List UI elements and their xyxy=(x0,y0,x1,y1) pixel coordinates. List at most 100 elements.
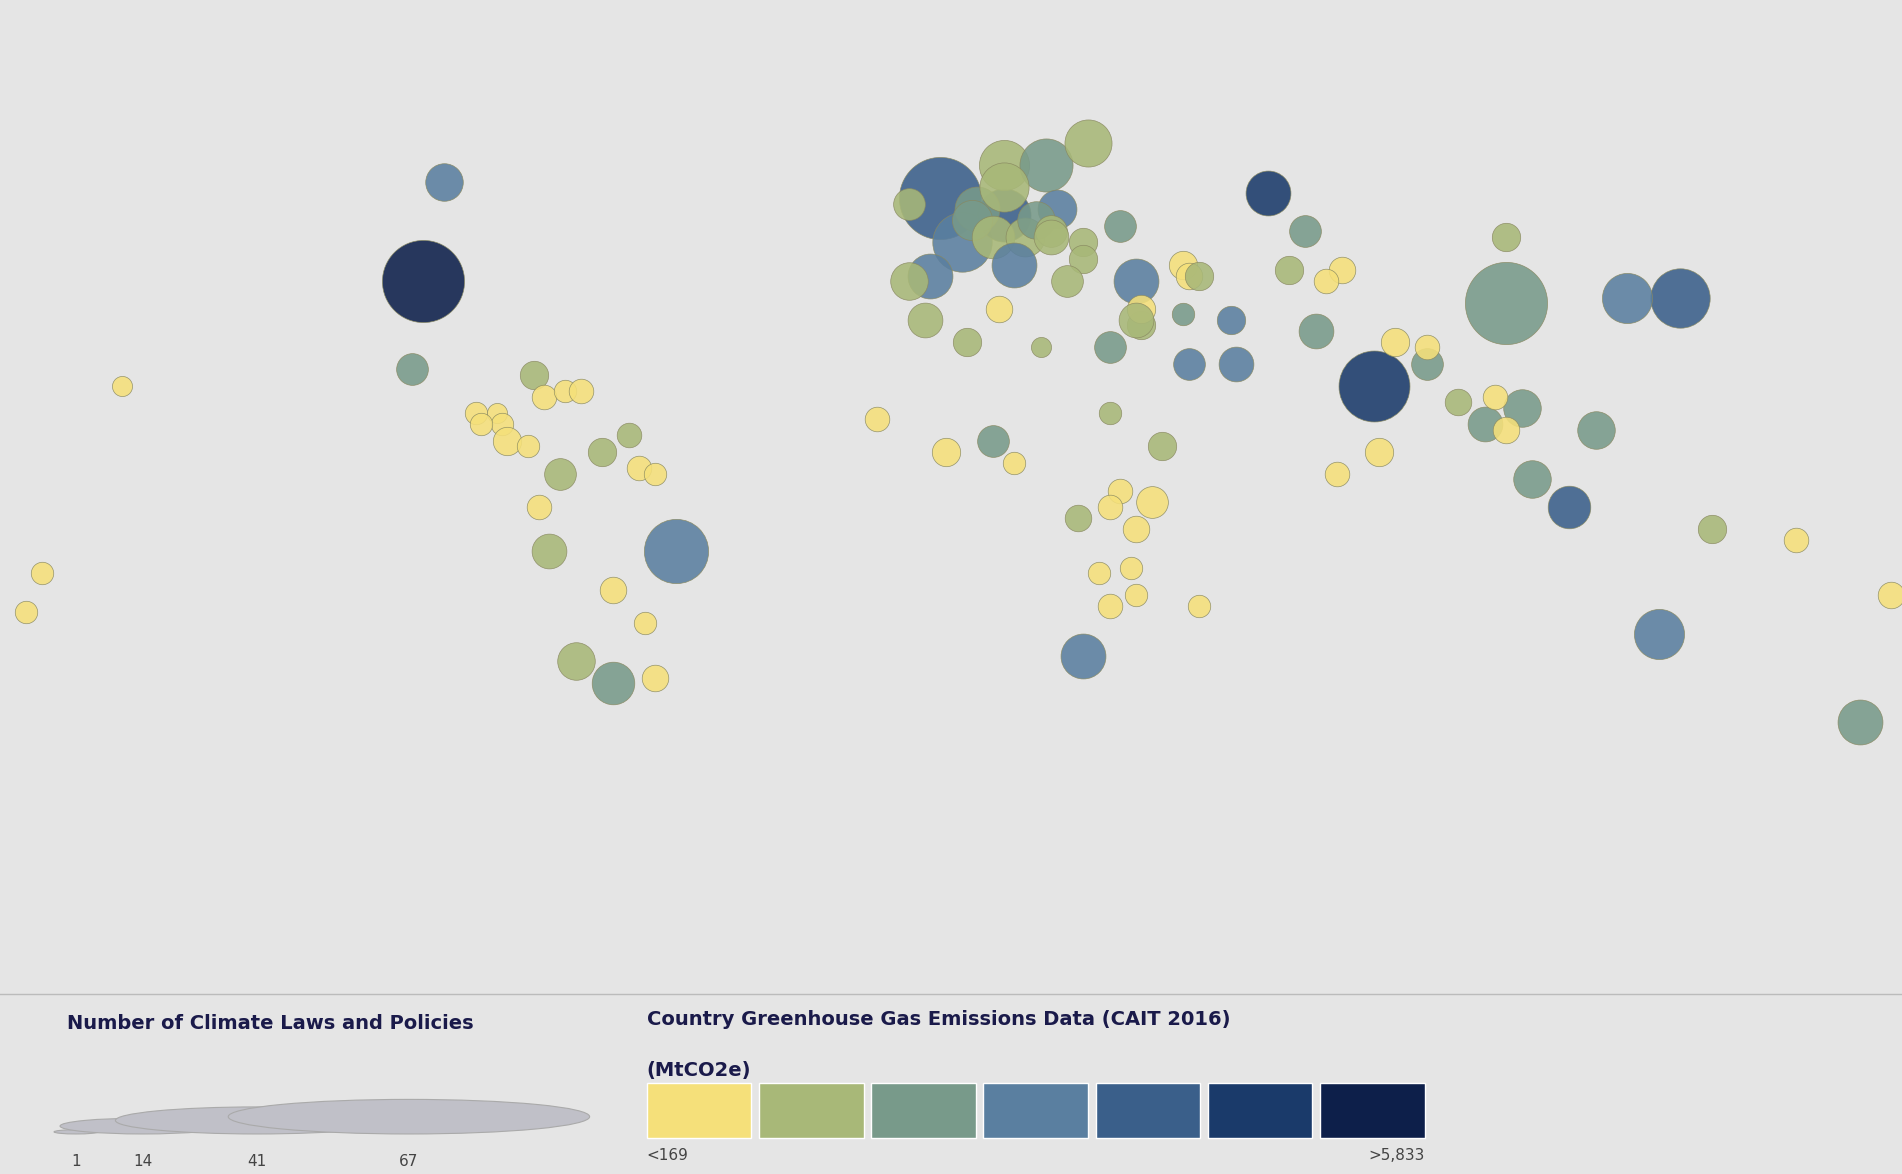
Point xyxy=(1168,255,1198,274)
Bar xyxy=(1320,1082,1425,1138)
Point xyxy=(978,432,1008,451)
Point xyxy=(989,205,1019,224)
Point xyxy=(1444,393,1474,412)
Point xyxy=(1506,398,1537,417)
Circle shape xyxy=(116,1107,398,1134)
Circle shape xyxy=(53,1129,99,1134)
Point xyxy=(999,255,1029,274)
Point xyxy=(1613,288,1643,306)
Point xyxy=(1174,355,1204,373)
Text: Country Greenhouse Gas Emissions Data (CAIT 2016): Country Greenhouse Gas Emissions Data (C… xyxy=(647,1010,1231,1030)
Point xyxy=(999,453,1029,472)
Point xyxy=(862,410,892,429)
Text: 1: 1 xyxy=(70,1154,82,1168)
Point xyxy=(1411,355,1442,373)
Point xyxy=(1875,586,1902,605)
Point xyxy=(567,382,597,400)
Point xyxy=(915,266,945,285)
Point xyxy=(1067,647,1097,666)
Point xyxy=(1310,271,1341,290)
Point xyxy=(989,156,1019,175)
Point xyxy=(930,443,961,461)
Point xyxy=(1120,271,1151,290)
Point xyxy=(493,432,523,451)
Point xyxy=(1491,294,1522,312)
Point xyxy=(1094,404,1124,423)
Point xyxy=(550,382,580,400)
Point xyxy=(1031,156,1061,175)
Point xyxy=(909,310,940,329)
Point xyxy=(1120,520,1151,539)
Point xyxy=(1290,222,1320,241)
Point xyxy=(957,211,987,230)
Point xyxy=(588,443,618,461)
Point xyxy=(1042,200,1073,218)
Point xyxy=(1120,586,1151,605)
Point xyxy=(1126,299,1156,318)
Point xyxy=(894,195,924,214)
Point xyxy=(1364,443,1394,461)
Point xyxy=(983,299,1014,318)
Point xyxy=(1845,713,1875,731)
Point xyxy=(1221,355,1252,373)
Point xyxy=(1105,216,1135,235)
Point xyxy=(1664,288,1695,306)
Point xyxy=(1581,420,1611,439)
Point xyxy=(1137,492,1168,511)
Point xyxy=(107,377,137,396)
Point xyxy=(398,360,428,379)
Point xyxy=(1274,261,1305,279)
Point xyxy=(466,414,496,433)
Text: <169: <169 xyxy=(647,1148,689,1163)
Point xyxy=(460,404,491,423)
Point xyxy=(639,465,670,484)
Bar xyxy=(1208,1082,1312,1138)
Point xyxy=(514,437,544,456)
Circle shape xyxy=(228,1099,590,1134)
Point xyxy=(1301,322,1331,340)
Point xyxy=(1037,228,1067,247)
Point xyxy=(1010,228,1040,247)
Point xyxy=(1094,338,1124,357)
Point xyxy=(624,459,654,478)
Point xyxy=(1067,250,1097,269)
Point xyxy=(662,541,692,560)
Point xyxy=(1094,498,1124,517)
Point xyxy=(428,173,458,191)
Point xyxy=(1328,261,1358,279)
Point xyxy=(1073,134,1103,153)
Point xyxy=(1215,310,1246,329)
Point xyxy=(978,228,1008,247)
Point xyxy=(630,613,660,632)
Point xyxy=(1052,271,1082,290)
Point xyxy=(544,465,574,484)
Point xyxy=(1554,498,1584,517)
Point xyxy=(989,178,1019,197)
Point xyxy=(1094,596,1124,615)
Point xyxy=(1322,465,1352,484)
Point xyxy=(561,652,592,670)
Point xyxy=(1780,531,1811,549)
Point xyxy=(1174,266,1204,285)
Point xyxy=(1185,266,1215,285)
Point xyxy=(1084,564,1115,582)
Point xyxy=(1037,222,1067,241)
Point xyxy=(1358,377,1388,396)
Point xyxy=(924,189,955,208)
Point xyxy=(597,580,628,599)
Point xyxy=(481,404,512,423)
Point xyxy=(639,668,670,687)
Point xyxy=(407,271,437,290)
Point xyxy=(519,365,550,384)
Point xyxy=(529,387,559,406)
Point xyxy=(1697,520,1727,539)
Point xyxy=(1105,481,1135,500)
Point xyxy=(534,541,565,560)
Bar xyxy=(983,1082,1088,1138)
Point xyxy=(1480,387,1510,406)
Point xyxy=(11,602,42,621)
Point xyxy=(487,414,517,433)
Point xyxy=(1067,234,1097,252)
Point xyxy=(1470,414,1501,433)
Text: (MtCO2e): (MtCO2e) xyxy=(647,1061,751,1080)
